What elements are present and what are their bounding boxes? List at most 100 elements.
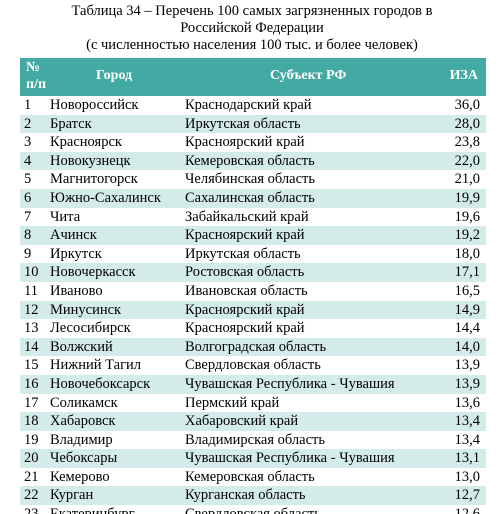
table-cell: Волгоградская область [185,338,327,355]
table-cell: Краснодарский край [185,97,312,113]
table-cell: Лесосибирск [50,320,131,337]
table-row: 1 Новороссийск Краснодарский край 36,0 [20,96,486,115]
table-cell: 19,9 [454,189,480,206]
table-cell: Чувашская Республика - Чувашия [185,450,395,467]
table-row: 23 Екатеринбург Свердловская область 12,6 [20,505,486,514]
table-cell: Красноярск [50,134,122,151]
table-row: 20 Чебоксары Чувашская Республика - Чуваши… [20,449,486,468]
table-cell: 18 [24,413,39,430]
table-cell: Ачинск [50,227,97,244]
title-line: Российской Федерации [180,20,324,36]
table-cell: Владимир [50,431,113,448]
table-cell: Чита [50,208,81,225]
table-cell: 15 [24,357,39,374]
table-cell: 18,0 [454,245,480,262]
table-cell: 13,9 [454,375,480,392]
table-cell: Сахалинская область [185,189,315,206]
table-cell: 21,0 [454,171,480,188]
header-cell: Город [96,68,133,83]
table-cell: Магнитогорск [50,171,138,188]
table-cell: 5 [24,171,32,188]
table-cell: 14 [24,338,39,355]
table-cell: 20 [24,450,39,467]
table-cell: Свердловская область [185,505,321,514]
table-row: 21 Кемерово Кемеровская область 13,0 [20,468,486,487]
table-cell: Кемеровская область [185,152,315,169]
table-cell: Нижний Тагил [50,357,142,374]
table-cell: Новочеркасск [50,264,136,281]
table-cell: Красноярский край [185,227,305,244]
table-row: 7 Чита Забайкальский край 19,6 [20,208,486,227]
table-row: 4 Новокузнецк Кемеровская область 22,0 [20,151,486,171]
table-row: 2 Братск Иркутская область 28,0 [20,114,486,134]
table-cell: Братск [50,115,92,132]
table-row: 14 Волжский Волгоградская область 14,0 [20,337,486,357]
table-cell: Ростовская область [185,264,305,281]
table-cell: Красноярский край [185,134,305,151]
table-cell: Красноярский край [185,320,305,337]
table-cell: 22,0 [454,152,480,169]
table-cell: 12,6 [455,505,480,514]
table-cell: 13,6 [454,394,480,411]
table-cell: 16,5 [454,282,480,299]
table-cell: 14,9 [454,301,480,318]
table-row: 17 Соликамск Пермский край 13,6 [20,394,486,413]
table-row: 13 Лесосибирск Красноярский край 14,4 [20,319,486,338]
header-text: п/п [26,77,47,92]
table-cell: 3 [24,134,32,151]
title-line: (с численностью населения 100 тыс. и бол… [86,37,418,53]
table-cell: Иркутск [50,245,102,262]
table-cell: 6 [24,189,32,206]
table-cell: 12 [24,301,39,318]
table-cell: 14,0 [454,338,480,355]
table-cell: Пермский край [185,394,280,411]
table-cell: 17 [24,394,39,411]
table-cell: Кемеровская область [185,468,315,485]
table-row: 11 Иваново Ивановская область 16,5 [20,282,486,301]
table-row: 9 Иркутск Иркутская область 18,0 [20,245,486,264]
table-row: 10 Новочеркасск Ростовская область 17,1 [20,263,486,282]
header-cell: ИЗА [449,68,478,83]
table-row: 16 Новочебоксарск Чувашская Республика - Ч… [20,374,486,394]
table-cell: 21 [24,468,39,485]
table-cell: Хабаровск [50,413,116,430]
table-cell: Южно-Сахалинск [50,189,161,206]
table-cell: 36,0 [454,97,480,113]
table-cell: Новороссийск [50,97,139,113]
table-row: 22 Курган Курганская область 12,7 [20,486,486,506]
table-cell: 23,8 [454,134,480,151]
table-cell: Владимирская область [185,431,325,448]
table-cell: Кемерово [50,468,110,485]
table-cell: Иваново [50,282,103,299]
table-cell: 13,4 [454,413,480,430]
table-cell: 10 [24,264,39,281]
title-line: Таблица 34 – Перечень 100 самых загрязне… [71,3,433,19]
table-cell: Иркутская область [185,115,301,132]
table-cell: Курганская область [185,487,306,504]
table-cell: Чувашская Республика - Чувашия [185,375,395,392]
table: № п/п Город Субъект РФ ИЗА 1 Новороссийск… [20,58,486,514]
table-cell: 12,7 [454,487,480,504]
table-cell: 22 [24,487,39,504]
table-cell: 28,0 [454,115,480,132]
table-header: № п/п Город Субъект РФ ИЗА [20,58,486,96]
table-cell: 1 [24,97,32,113]
table-cell: 13,1 [454,450,480,467]
table-cell: 23 [24,505,39,514]
table-cell: 13,9 [454,357,480,374]
table-cell: Челябинская область [185,171,315,188]
table-cell: Соликамск [50,394,118,411]
table-row: 5 Магнитогорск Челябинская область 21,0 [20,170,486,189]
table-cell: Свердловская область [185,357,321,374]
table-cell: Волжский [50,338,113,355]
table-cell: 19,6 [454,208,480,225]
table-cell: 11 [24,282,38,299]
table-cell: Хабаровский край [185,413,299,430]
table-row: 6 Южно-Сахалинск Сахалинская область 19,9 [20,188,486,208]
table-cell: 16 [24,375,39,392]
table-cell: Ивановская область [185,282,308,299]
table-cell: 19 [24,431,39,448]
table-cell: 13 [24,320,39,337]
table-cell: 13,0 [454,468,480,485]
